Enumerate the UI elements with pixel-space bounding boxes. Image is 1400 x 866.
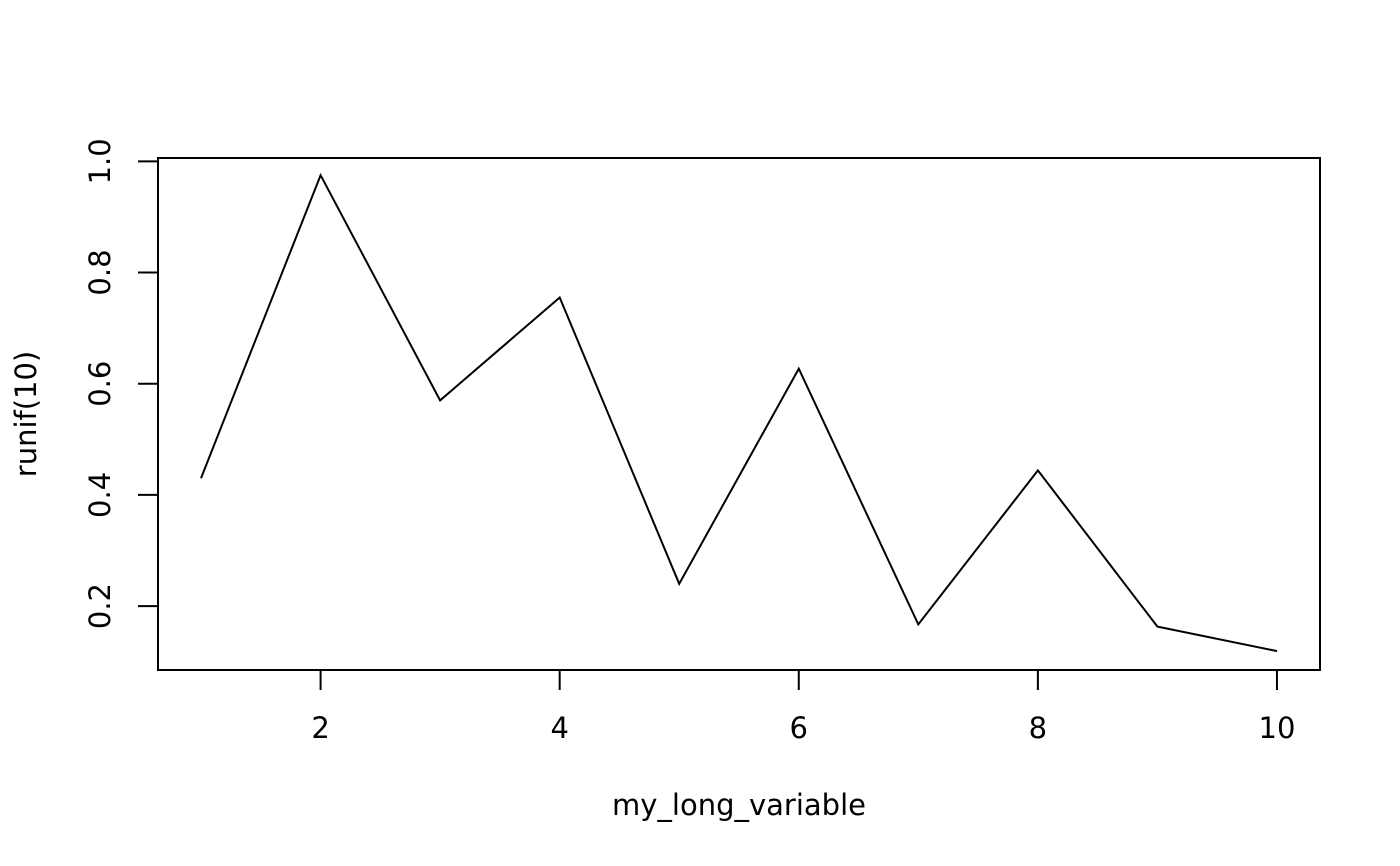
x-tick-label: 2 <box>311 711 329 745</box>
y-axis-label: runif(10) <box>9 351 43 477</box>
x-axis: 2 4 6 8 10 <box>311 669 1296 745</box>
x-tick-label: 6 <box>790 711 808 745</box>
y-axis: 0.2 0.4 0.6 0.8 1.0 <box>83 138 159 629</box>
y-tick-label: 0.6 <box>83 361 117 407</box>
series-layer <box>200 172 1278 653</box>
x-tick-label: 10 <box>1259 711 1296 745</box>
series-line <box>200 172 1278 653</box>
y-tick-label: 1.0 <box>83 138 117 184</box>
x-tick-label: 4 <box>550 711 568 745</box>
x-axis-label: my_long_variable <box>612 788 866 822</box>
y-tick-label: 0.8 <box>83 249 117 295</box>
y-tick-label: 0.4 <box>83 472 117 518</box>
x-tick-label: 8 <box>1029 711 1047 745</box>
y-tick-label: 0.2 <box>83 583 117 629</box>
plot-frame <box>157 157 1321 671</box>
